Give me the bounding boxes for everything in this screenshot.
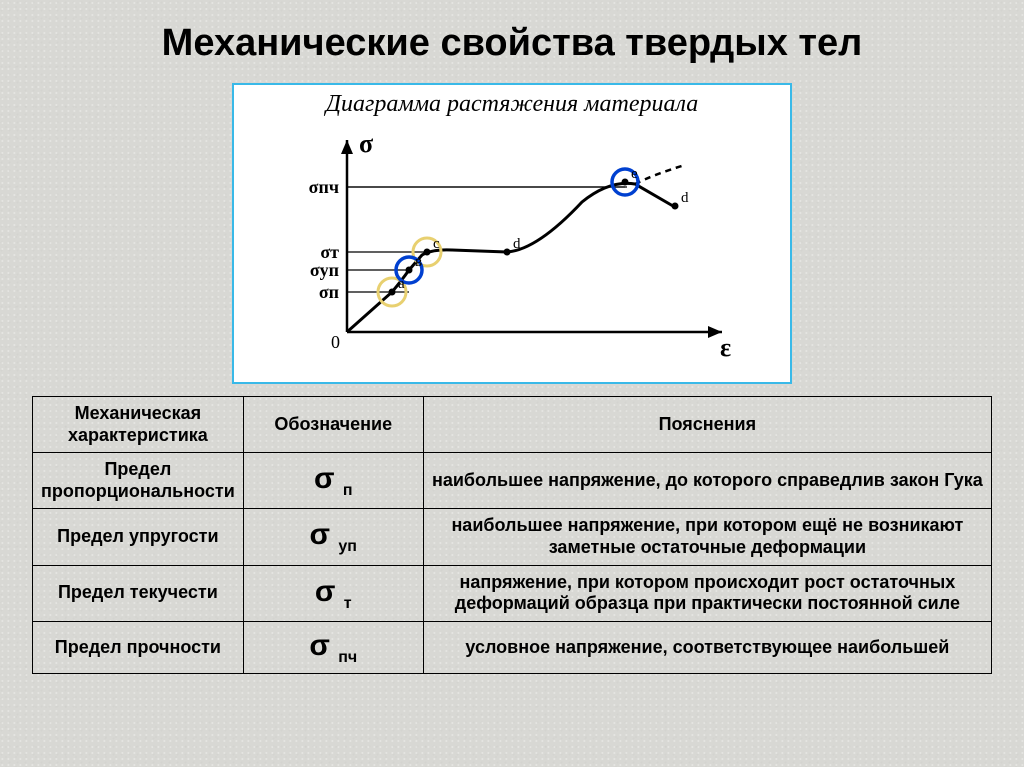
- table-row: Предел текучестиσ тнапряжение, при котор…: [33, 565, 992, 621]
- axes: [341, 140, 722, 338]
- curve-dash: [635, 165, 685, 184]
- y-axis-label: σ: [359, 129, 373, 158]
- svg-text:σуп: σуп: [310, 260, 339, 280]
- table-row: Предел упругостиσ упнаибольшее напряжени…: [33, 509, 992, 565]
- svg-text:σп: σп: [319, 282, 339, 302]
- x-axis-label: ε: [720, 333, 731, 362]
- svg-text:a: a: [398, 276, 405, 292]
- svg-text:σпч: σпч: [309, 177, 339, 197]
- table-row: Предел прочностиσ пчусловное напряжение,…: [33, 621, 992, 673]
- svg-text:σт: σт: [320, 242, 339, 262]
- cell-symbol: σ уп: [243, 509, 423, 565]
- svg-text:e: e: [631, 166, 638, 182]
- cell-explanation: условное напряжение, соответствующее наи…: [423, 621, 991, 673]
- header-explanation: Пояснения: [423, 397, 991, 453]
- properties-table: Механическая характеристика Обозначение …: [32, 396, 992, 674]
- svg-text:d: d: [681, 190, 689, 206]
- y-ticks: σпч σтσупσп: [309, 177, 627, 302]
- cell-symbol: σ п: [243, 453, 423, 509]
- cell-characteristic: Предел пропорциональности: [33, 453, 244, 509]
- cell-characteristic: Предел текучести: [33, 565, 244, 621]
- page-title: Механические свойства твердых тел: [0, 0, 1024, 75]
- cell-symbol: σ пч: [243, 621, 423, 673]
- header-symbol: Обозначение: [243, 397, 423, 453]
- origin-label: 0: [331, 332, 340, 352]
- cell-characteristic: Предел прочности: [33, 621, 244, 673]
- cell-characteristic: Предел упругости: [33, 509, 244, 565]
- table-header-row: Механическая характеристика Обозначение …: [33, 397, 992, 453]
- table-row: Предел пропорциональностиσ пнаибольшее н…: [33, 453, 992, 509]
- cell-symbol: σ т: [243, 565, 423, 621]
- cell-explanation: наибольшее напряжение, до которого справ…: [423, 453, 991, 509]
- curve-points: aвс d e d: [389, 166, 690, 296]
- cell-explanation: напряжение, при котором происходит рост …: [423, 565, 991, 621]
- svg-text:с: с: [433, 236, 440, 252]
- curve-main: [347, 183, 673, 332]
- svg-text:в: в: [415, 254, 422, 270]
- chart-title: Диаграмма растяжения материала: [244, 91, 780, 118]
- svg-text:d: d: [513, 236, 521, 252]
- cell-explanation: наибольшее напряжение, при котором ещё н…: [423, 509, 991, 565]
- chart-frame: Диаграмма растяжения материала σпчσтσупσ…: [232, 83, 792, 384]
- stress-strain-chart: σпч σтσупσп aвс d e d σ ε 0: [277, 122, 747, 372]
- header-characteristic: Механическая характеристика: [33, 397, 244, 453]
